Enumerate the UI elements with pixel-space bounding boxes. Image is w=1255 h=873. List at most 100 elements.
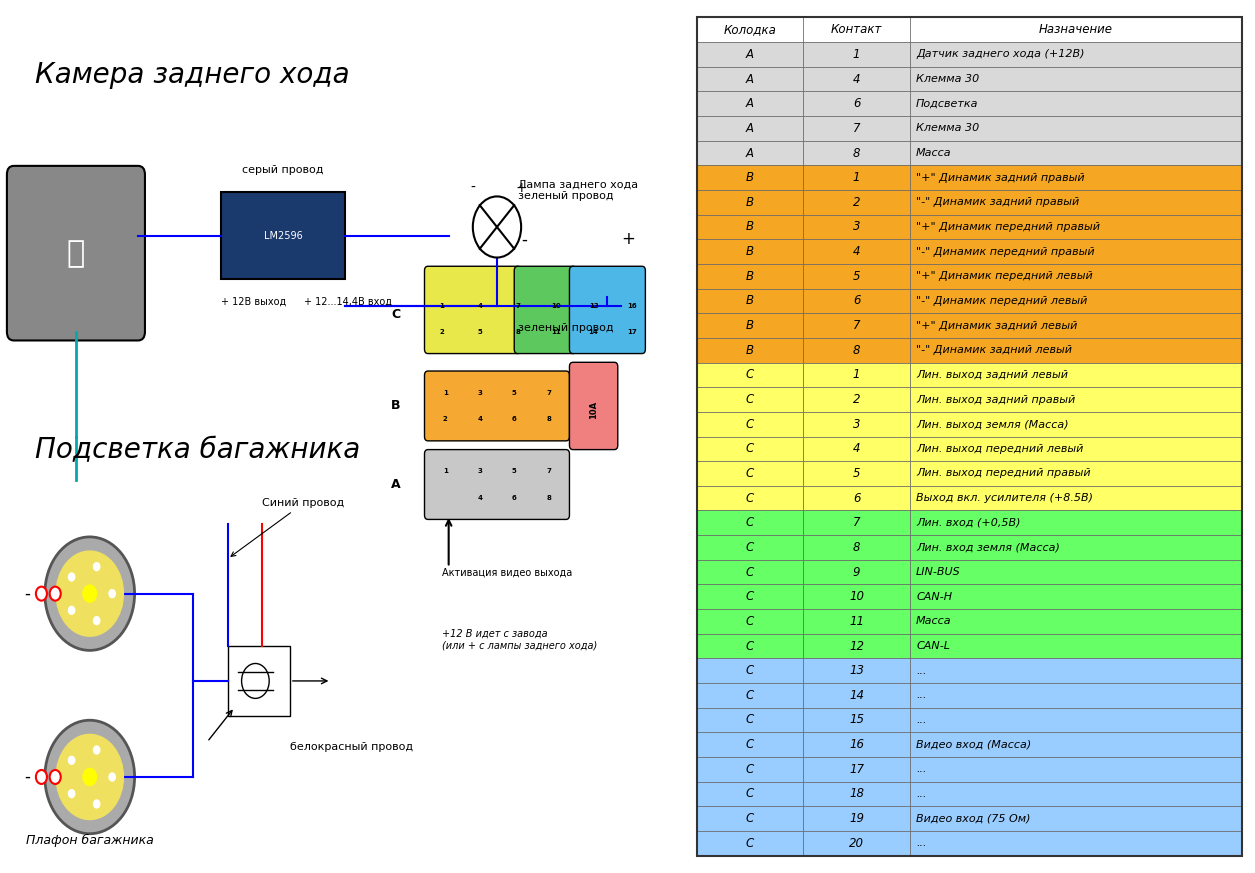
Bar [697, 683, 803, 708]
Text: ...: ... [916, 666, 926, 676]
Bar [803, 17, 910, 42]
Text: 10: 10 [850, 590, 863, 603]
Bar [910, 92, 1242, 116]
Text: 5: 5 [512, 469, 517, 474]
Text: C: C [745, 738, 754, 751]
Text: CAN-L: CAN-L [916, 641, 950, 651]
Text: C: C [745, 812, 754, 825]
Text: 7: 7 [853, 319, 860, 332]
Text: B: B [745, 245, 754, 258]
Bar [697, 362, 803, 388]
Text: 4: 4 [477, 495, 482, 500]
Text: C: C [745, 417, 754, 430]
Bar [803, 658, 910, 683]
FancyBboxPatch shape [570, 266, 645, 354]
Text: 6: 6 [853, 97, 860, 110]
Text: -: - [25, 585, 30, 602]
Bar [910, 584, 1242, 609]
Bar [697, 634, 803, 658]
Bar [803, 485, 910, 511]
FancyBboxPatch shape [570, 362, 617, 450]
Text: 6: 6 [512, 416, 517, 422]
Bar [910, 658, 1242, 683]
Bar [910, 708, 1242, 732]
Bar [697, 732, 803, 757]
Text: 5: 5 [853, 270, 860, 283]
Bar [697, 388, 803, 412]
FancyBboxPatch shape [515, 266, 576, 354]
Text: 📷: 📷 [67, 238, 85, 268]
Text: C: C [745, 836, 754, 849]
Bar [803, 338, 910, 362]
Bar [697, 215, 803, 239]
Text: C: C [745, 664, 754, 677]
Bar [910, 388, 1242, 412]
Bar [697, 92, 803, 116]
Bar [803, 42, 910, 66]
Text: -: - [522, 230, 527, 249]
Text: Лин. вход земля (Масса): Лин. вход земля (Масса) [916, 542, 1060, 553]
Text: 14: 14 [589, 329, 599, 334]
Bar [697, 289, 803, 313]
Text: C: C [745, 566, 754, 579]
Text: LIN-BUS: LIN-BUS [916, 567, 961, 577]
Bar [697, 609, 803, 634]
Circle shape [94, 746, 100, 754]
Text: 8: 8 [853, 541, 860, 554]
Text: Датчик заднего хода (+12В): Датчик заднего хода (+12В) [916, 50, 1084, 59]
Text: 5: 5 [477, 329, 482, 334]
Circle shape [109, 589, 115, 598]
Text: 13: 13 [850, 664, 863, 677]
Bar [228, 646, 290, 716]
Text: 4: 4 [853, 245, 860, 258]
Bar [910, 436, 1242, 461]
Text: C: C [745, 689, 754, 702]
Text: C: C [745, 467, 754, 480]
Text: 3: 3 [477, 390, 482, 395]
Text: "-" Динамик задний правый: "-" Динамик задний правый [916, 197, 1079, 208]
Text: Подсветка багажника: Подсветка багажника [35, 436, 360, 464]
Text: 15: 15 [850, 713, 863, 726]
Text: A: A [745, 122, 754, 135]
Bar [910, 807, 1242, 831]
Text: C: C [745, 763, 754, 776]
Text: B: B [745, 196, 754, 209]
Text: 7: 7 [853, 516, 860, 529]
Text: +: + [516, 181, 527, 195]
Bar [697, 116, 803, 141]
Text: 16: 16 [626, 303, 636, 308]
Text: B: B [745, 270, 754, 283]
Text: Масса: Масса [916, 616, 951, 626]
Bar [697, 584, 803, 609]
Bar [910, 609, 1242, 634]
Text: C: C [745, 590, 754, 603]
Text: 1: 1 [443, 390, 448, 395]
Text: 8: 8 [546, 416, 551, 422]
Circle shape [56, 551, 123, 636]
Bar [803, 511, 910, 535]
Bar [697, 560, 803, 584]
Bar [803, 313, 910, 338]
Bar [803, 190, 910, 215]
Text: 10А: 10А [589, 402, 599, 419]
Bar [697, 239, 803, 264]
Text: Видео вход (Масса): Видео вход (Масса) [916, 739, 1032, 750]
Text: Активация видео выхода: Активация видео выхода [442, 567, 572, 577]
Bar [803, 807, 910, 831]
Circle shape [109, 773, 115, 781]
Text: 3: 3 [477, 469, 482, 474]
Text: 16: 16 [850, 738, 863, 751]
Bar [803, 560, 910, 584]
Bar [697, 708, 803, 732]
Text: C: C [745, 615, 754, 628]
Bar [697, 66, 803, 92]
FancyBboxPatch shape [424, 450, 570, 519]
Text: 5: 5 [512, 390, 517, 395]
Text: +12 В идет с завода
(или + с лампы заднего хода): +12 В идет с завода (или + с лампы задне… [442, 629, 597, 650]
Bar [803, 634, 910, 658]
Bar [697, 535, 803, 560]
Bar [910, 141, 1242, 165]
Text: CAN-H: CAN-H [916, 592, 953, 601]
Text: A: A [745, 72, 754, 86]
Text: Лин. выход земля (Масса): Лин. выход земля (Масса) [916, 419, 1069, 430]
